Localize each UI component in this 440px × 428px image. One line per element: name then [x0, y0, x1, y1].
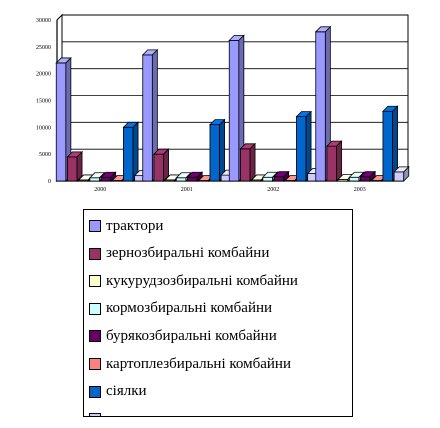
- bar: [273, 170, 290, 182]
- bar: [314, 25, 332, 182]
- bar: [381, 105, 399, 182]
- legend-swatch: [89, 385, 101, 398]
- bar: [100, 171, 117, 182]
- y-tick-label: 0: [48, 179, 51, 185]
- legend-label: трактори: [106, 217, 164, 234]
- x-tick-label: 2001: [181, 187, 193, 193]
- x-tick-label: 2000: [94, 187, 106, 193]
- x-tick-labels: 2000 2001 2002 2003: [94, 187, 366, 193]
- legend-label: кукурудзозбиральні комбайни: [106, 272, 298, 289]
- y-tick-label: 25000: [36, 45, 51, 51]
- y-tick-label: 30000: [36, 18, 51, 24]
- legend-label: зернозбиральні комбайни: [106, 245, 270, 262]
- legend-item: бурякозбиральні комбайни: [89, 326, 277, 346]
- legend-item: картоплезбиральні комбайни: [89, 354, 291, 374]
- bar: [393, 165, 410, 182]
- legend-label: картоплезбиральні комбайни: [106, 355, 291, 372]
- legend-swatch: [89, 413, 101, 416]
- bar: [186, 171, 204, 182]
- bar: [55, 56, 72, 182]
- legend-swatch: [89, 330, 101, 343]
- y-tick-label: 5000: [39, 152, 51, 158]
- bars: [55, 25, 410, 182]
- y-tick-label: 20000: [36, 72, 51, 78]
- y-tick-labels: 0 5000 10000 15000 20000 25000 30000: [36, 18, 51, 185]
- bar: [152, 148, 170, 182]
- legend-swatch: [89, 247, 101, 260]
- legend-item: сіялки: [89, 382, 147, 402]
- legend-swatch: [89, 220, 101, 232]
- bar: [295, 110, 313, 182]
- bar: [122, 121, 140, 182]
- bar: [239, 142, 257, 182]
- bar: [359, 170, 377, 182]
- bar: [325, 140, 343, 182]
- bar: [66, 150, 84, 182]
- legend-item: трактори: [89, 216, 163, 236]
- legend-swatch: [89, 275, 101, 288]
- legend-item: [89, 409, 106, 416]
- y-tick-label: 10000: [36, 125, 51, 131]
- legend-item: кормозбиральні комбайни: [89, 299, 272, 319]
- bar: [228, 34, 245, 182]
- legend-item: зернозбиральні комбайни: [89, 244, 269, 264]
- legend-swatch: [89, 302, 101, 315]
- legend-label: кормозбиральні комбайни: [106, 300, 273, 317]
- bar: [208, 118, 226, 182]
- legend-item: кукурудзозбиральні комбайни: [89, 271, 298, 291]
- bar: [141, 48, 159, 182]
- y-tick-label: 15000: [36, 99, 51, 105]
- legend: трактори зернозбиральні комбайни кукурудзо…: [83, 209, 353, 417]
- legend-swatch: [89, 358, 101, 370]
- x-tick-label: 2003: [354, 187, 366, 193]
- legend-label: сіялки: [106, 383, 147, 400]
- legend-label: бурякозбиральні комбайни: [106, 327, 277, 344]
- x-tick-label: 2002: [267, 187, 279, 193]
